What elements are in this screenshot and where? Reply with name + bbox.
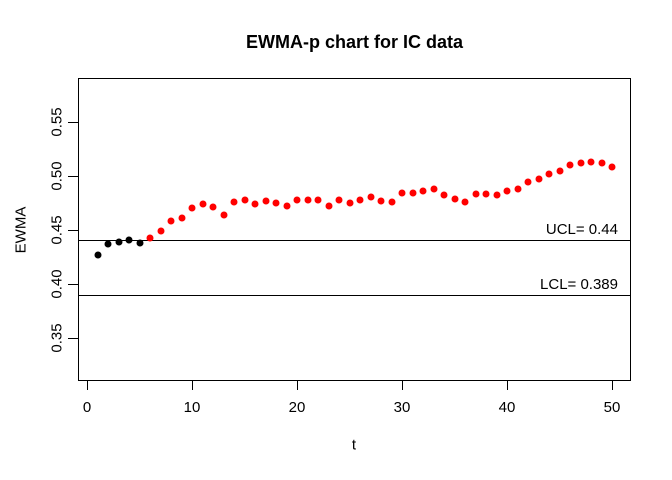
- data-point: [472, 190, 479, 198]
- x-axis-tick-label: 20: [288, 399, 306, 416]
- y-axis-tick: [68, 229, 78, 231]
- data-point: [440, 191, 448, 199]
- y-axis-tick: [68, 283, 78, 285]
- y-axis-tick: [68, 337, 78, 339]
- y-axis-title: EWMA: [12, 206, 30, 254]
- data-point: [524, 178, 532, 186]
- data-point: [566, 161, 574, 169]
- lcl-label: LCL= 0.389: [540, 275, 618, 293]
- ucl-line: [78, 240, 631, 242]
- data-point: [535, 175, 542, 183]
- data-point: [409, 189, 416, 197]
- data-point: [545, 170, 553, 178]
- data-point: [325, 202, 332, 210]
- data-point: [304, 196, 311, 204]
- y-axis-tick-label: 0.35: [48, 323, 66, 353]
- data-point: [367, 193, 374, 201]
- y-axis-tick: [68, 121, 78, 123]
- data-point: [178, 214, 185, 222]
- data-point: [335, 196, 343, 204]
- data-point: [451, 195, 458, 203]
- y-axis-tick-label: 0.50: [48, 161, 66, 191]
- plot-area: [78, 78, 631, 381]
- y-axis-tick: [68, 175, 78, 177]
- x-axis-tick-label: 40: [498, 399, 516, 416]
- data-point: [167, 217, 175, 225]
- data-point: [199, 200, 206, 208]
- data-point: [556, 167, 563, 175]
- y-axis-tick-label: 0.40: [48, 269, 66, 299]
- data-point: [356, 196, 364, 204]
- data-point: [598, 159, 605, 167]
- data-point: [377, 197, 385, 205]
- data-point: [230, 198, 238, 206]
- data-point: [346, 199, 353, 207]
- x-axis-tick-label: 10: [183, 399, 201, 416]
- x-axis-title: t: [351, 436, 357, 454]
- data-point: [608, 163, 616, 171]
- data-point: [388, 198, 395, 206]
- data-point: [430, 185, 437, 193]
- lcl-line: [78, 295, 631, 297]
- data-point: [94, 251, 101, 259]
- ucl-label: UCL= 0.44: [545, 220, 618, 238]
- x-axis-tick-label: 50: [603, 399, 621, 416]
- data-point: [482, 190, 490, 198]
- x-axis-tick-label: 0: [82, 399, 92, 416]
- data-point: [157, 227, 164, 235]
- data-point: [493, 191, 500, 199]
- x-axis-tick: [296, 381, 298, 390]
- data-point: [314, 196, 322, 204]
- data-point: [188, 204, 196, 212]
- data-point: [283, 202, 290, 210]
- data-point: [398, 189, 406, 197]
- x-axis-tick: [506, 381, 508, 390]
- data-point: [293, 196, 301, 204]
- data-point: [514, 185, 521, 193]
- data-point: [461, 198, 469, 206]
- data-point: [419, 187, 427, 195]
- data-point: [115, 238, 122, 246]
- data-point: [146, 234, 154, 242]
- data-point: [587, 158, 595, 166]
- x-axis-tick: [86, 381, 88, 390]
- chart-title: EWMA-p chart for IC data: [245, 32, 463, 52]
- data-point: [272, 199, 280, 207]
- data-point: [241, 196, 248, 204]
- data-point: [136, 239, 143, 247]
- x-axis-tick: [401, 381, 403, 390]
- x-axis-tick: [191, 381, 193, 390]
- data-point: [251, 200, 259, 208]
- data-point: [104, 240, 112, 248]
- x-axis-tick-label: 30: [393, 399, 411, 416]
- data-point: [262, 197, 269, 205]
- y-axis-tick-label: 0.45: [48, 215, 66, 245]
- y-axis-tick-label: 0.55: [48, 107, 66, 137]
- data-point: [125, 236, 133, 244]
- data-point: [503, 187, 511, 195]
- x-axis-tick: [611, 381, 613, 390]
- data-point: [577, 159, 584, 167]
- data-point: [209, 203, 217, 211]
- data-point: [220, 211, 227, 219]
